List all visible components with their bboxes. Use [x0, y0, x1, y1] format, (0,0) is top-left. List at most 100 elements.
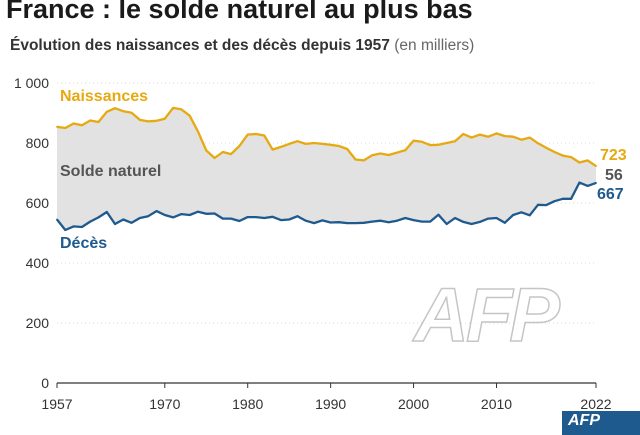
deaths-data-point — [379, 219, 382, 222]
births-data-point — [553, 151, 556, 153]
unit-note: (en milliers) — [394, 37, 475, 54]
deaths-data-point — [487, 217, 490, 220]
deaths-data-point — [255, 216, 257, 219]
births-data-point — [520, 138, 523, 141]
deaths-data-point — [64, 229, 67, 231]
births-series-line — [56, 106, 597, 168]
births-data-point — [89, 119, 92, 122]
births-data-point — [346, 148, 349, 150]
x-tick-label: 2010 — [481, 396, 512, 412]
deaths-end-value: 667 — [597, 186, 624, 203]
deaths-data-point — [570, 197, 573, 200]
afp-corner-logo: AFP — [562, 411, 640, 435]
deaths-data-point — [412, 219, 415, 222]
births-data-point — [296, 140, 299, 143]
deaths-data-point — [595, 182, 597, 184]
births-data-point — [512, 135, 514, 138]
deaths-data-point — [512, 214, 514, 216]
deaths-data-point — [279, 219, 282, 222]
births-data-point — [528, 136, 531, 139]
y-tick-label: 600 — [26, 195, 50, 211]
births-data-point — [304, 143, 307, 145]
deaths-data-point — [130, 221, 133, 224]
deaths-data-point — [97, 216, 100, 219]
births-data-point — [122, 110, 125, 113]
deaths-data-point — [271, 215, 274, 218]
deaths-data-point — [354, 222, 357, 225]
births-data-point — [470, 136, 473, 139]
deaths-data-point — [172, 216, 174, 219]
deaths-data-point — [479, 221, 481, 223]
deaths-data-point — [537, 203, 539, 206]
y-tick-label: 0 — [41, 375, 49, 391]
deaths-data-point — [114, 223, 116, 225]
subtitle-text: Évolution des naissances et des décès de… — [10, 37, 390, 54]
births-data-point — [197, 130, 199, 133]
deaths-data-point — [80, 226, 83, 228]
births-data-point — [80, 124, 83, 127]
births-data-point — [462, 133, 465, 135]
births-data-point — [412, 139, 415, 142]
deaths-data-point — [205, 212, 208, 215]
births-data-point — [321, 143, 324, 145]
births-data-point — [130, 111, 133, 114]
deaths-data-point — [429, 220, 432, 223]
births-data-point — [387, 154, 390, 156]
births-data-point — [72, 122, 75, 125]
births-data-point — [570, 156, 573, 159]
births-data-point — [313, 142, 315, 144]
births-data-point — [147, 120, 150, 123]
births-data-point — [64, 127, 67, 129]
deaths-data-point — [553, 200, 556, 203]
deaths-data-point — [139, 217, 141, 219]
balance-area-label: Solde naturel — [60, 163, 161, 180]
deaths-data-point — [454, 217, 456, 219]
births-data-point — [279, 146, 282, 148]
births-data-point — [503, 135, 506, 138]
births-data-point — [329, 143, 332, 146]
y-tick-label: 400 — [26, 255, 50, 271]
deaths-data-point — [56, 218, 58, 221]
deaths-data-point — [155, 210, 158, 213]
births-data-point — [271, 148, 274, 151]
births-data-point — [371, 154, 374, 157]
births-data-point — [495, 132, 498, 135]
axis-layer: 0 200 400 600 800 1 000 1957 1970 1980 1990 2000 20… — [14, 75, 612, 412]
births-data-point — [379, 152, 382, 155]
y-tick-label: 1 000 — [14, 75, 49, 91]
births-data-point — [255, 133, 257, 135]
deaths-data-point — [445, 223, 448, 225]
births-data-point — [139, 119, 141, 121]
deaths-data-point — [180, 213, 183, 216]
births-data-point — [445, 142, 448, 144]
births-data-point — [479, 133, 481, 136]
deaths-data-point — [362, 221, 365, 224]
deaths-data-point — [313, 222, 315, 225]
births-data-point — [114, 107, 116, 110]
births-data-point — [338, 145, 340, 147]
deaths-data-point — [338, 221, 340, 224]
deaths-data-point — [288, 218, 291, 221]
births-data-point — [105, 110, 108, 113]
births-series-label: Naissances — [60, 88, 148, 105]
births-data-point — [238, 145, 241, 147]
births-data-point — [404, 149, 407, 152]
births-data-point — [288, 143, 291, 145]
births-data-point — [545, 146, 548, 149]
x-tick-label: 1970 — [149, 396, 180, 412]
births-data-point — [578, 161, 581, 164]
deaths-data-point — [404, 217, 407, 219]
balance-end-value: 56 — [605, 167, 623, 184]
births-data-point — [155, 119, 158, 122]
deaths-data-point — [470, 223, 473, 225]
deaths-data-point — [346, 222, 349, 225]
deaths-data-point — [163, 214, 166, 216]
births-data-point — [586, 159, 589, 162]
deaths-data-point — [586, 185, 589, 187]
births-data-point — [246, 133, 249, 136]
deaths-data-point — [520, 211, 523, 214]
births-data-point — [437, 143, 440, 146]
deaths-data-point — [578, 181, 581, 184]
deaths-data-point — [296, 215, 299, 218]
